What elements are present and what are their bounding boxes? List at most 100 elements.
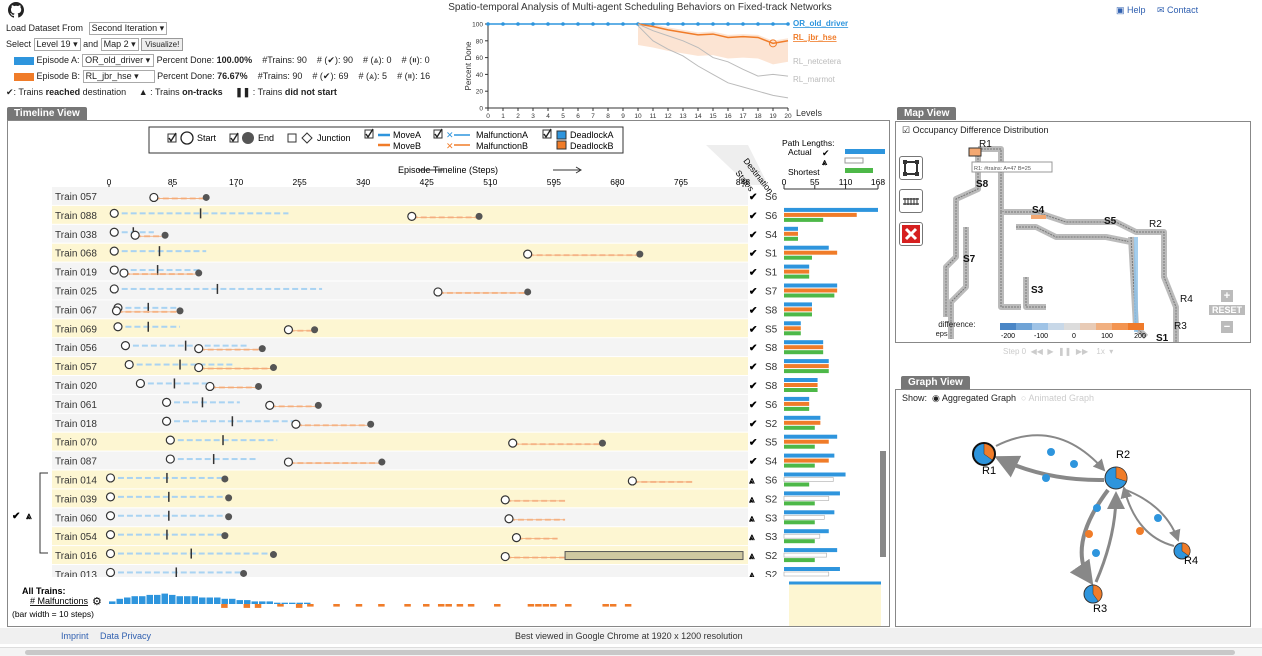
imprint-link[interactable]: Imprint <box>61 631 89 641</box>
train-row[interactable]: Train 014 ⩓ S6 <box>52 470 846 489</box>
destination-label: S5 <box>765 324 778 335</box>
select-region-button[interactable] <box>899 156 923 180</box>
track-outer <box>1128 236 1149 340</box>
zoom-out-button[interactable]: − <box>1221 321 1233 333</box>
visualize-button[interactable]: Visualize! <box>141 38 184 51</box>
start-marker <box>161 397 172 407</box>
check-icon: ✔ <box>749 343 757 354</box>
train-row[interactable]: Train 087 ✔ S4 <box>52 451 835 470</box>
malfunction-bar-a <box>214 597 221 604</box>
play-icon[interactable]: ▶ <box>1045 347 1054 356</box>
end-marker <box>636 250 644 258</box>
actual-b-outline <box>783 571 830 577</box>
end-marker <box>367 420 375 428</box>
malfunction-bar-a <box>221 598 228 604</box>
destination-label: S1 <box>765 249 778 260</box>
aggregated-radio[interactable]: ◉ <box>929 393 940 403</box>
track-outer <box>978 146 1179 342</box>
check-icon: ✔ <box>749 286 757 297</box>
malfunction-bar-b <box>602 604 609 607</box>
train-row[interactable]: Train 056 ✔ S8 <box>52 338 824 357</box>
reset-button[interactable]: RESET <box>1209 305 1246 315</box>
episode-algo-select[interactable]: OR_old_driver ▾ <box>82 54 155 67</box>
track-rail <box>1016 226 1132 243</box>
speed-select[interactable]: 1x <box>1096 347 1105 356</box>
actual-a-bar <box>784 472 846 477</box>
train-row[interactable]: Train 025 ✔ S7 <box>52 281 838 300</box>
check-icon: ✔ <box>12 511 20 522</box>
map-select[interactable]: Map 2 ▾ <box>100 38 139 51</box>
actual-b-bar <box>784 439 829 444</box>
destination-label: S1 <box>765 268 778 279</box>
malfunction-bar-a <box>296 602 303 604</box>
train-row[interactable]: Train 067 ✔ S8 <box>52 300 812 319</box>
dataset-select[interactable]: Second Iteration ▾ <box>88 22 168 35</box>
check-icon: ✔ <box>749 419 757 430</box>
zoom-in-button[interactable]: + <box>1221 290 1233 302</box>
map-canvas[interactable]: R1: #trains: A=47 B=25 R1 S8 S4 S5 R2 S7 S3 R4 R3… <box>936 127 1236 342</box>
occupancy-gradient <box>1080 323 1096 330</box>
actual-a-bar <box>784 321 801 326</box>
timeline-tick-label: 255 <box>293 177 307 187</box>
level-select[interactable]: Level 19 ▾ <box>33 38 81 51</box>
help-link[interactable]: ▣ Help <box>1116 5 1146 15</box>
train-row[interactable]: Train 019 ✔ S1 <box>52 262 810 281</box>
pause-button-icon[interactable]: ❚❚ <box>1055 347 1072 356</box>
actual-a-bar <box>784 491 840 496</box>
animated-radio[interactable]: ○ <box>1018 393 1027 403</box>
graph-mode-row: Show: ◉ Aggregated Graph ○ Animated Grap… <box>902 393 1094 403</box>
start-marker-b <box>111 306 122 316</box>
track-rail <box>978 148 1177 342</box>
series-point <box>741 22 745 26</box>
start-marker <box>109 284 119 294</box>
data-privacy-link[interactable]: Data Privacy <box>100 631 152 641</box>
train-row[interactable]: Train 054 ⩓ S3 <box>52 527 829 546</box>
malfunction-bar-a <box>281 602 288 604</box>
train-row[interactable]: Train 057 ✔ S8 <box>52 357 829 375</box>
check-icon <box>434 128 443 139</box>
train-row[interactable]: Train 020 ✔ S8 <box>52 376 818 394</box>
train-row[interactable]: Train 088 ✔ S6 <box>52 205 878 224</box>
scrollbar-thumb[interactable] <box>25 650 1235 655</box>
clear-selection-button[interactable] <box>899 222 923 246</box>
occupancy-toggle[interactable]: ☑ Occupancy Difference Distribution <box>902 125 1049 135</box>
series-point <box>666 22 670 26</box>
actual-b-swatch <box>844 157 864 164</box>
start-marker <box>113 322 123 332</box>
edge-flow-node <box>1070 460 1078 468</box>
contact-link[interactable]: ✉ Contact <box>1157 5 1199 15</box>
step-back-icon[interactable]: ◀◀ <box>1028 347 1043 356</box>
done-count: # (✔): 69 <box>312 71 349 81</box>
edge-flow-node <box>1093 504 1101 512</box>
occupancy-tick: -200 <box>1001 333 1015 340</box>
track-filter-button[interactable] <box>899 189 923 213</box>
episode-algo-select[interactable]: RL_jbr_hse ▾ <box>82 70 155 83</box>
step-forward-icon[interactable]: ▶▶ <box>1073 347 1089 356</box>
graph-canvas[interactable]: R1 R2 R3 R4 <box>896 406 1250 626</box>
destination-label: S5 <box>765 438 778 449</box>
shortest-bar <box>784 444 815 449</box>
check-icon <box>230 132 239 143</box>
train-row[interactable]: Train 016 ⩓ S2 <box>52 546 838 564</box>
malfunction-bar-a <box>236 600 243 604</box>
github-icon[interactable] <box>8 2 24 18</box>
train-row[interactable]: Train 018 ✔ S2 <box>52 413 821 432</box>
train-row[interactable]: Train 039 ⩓ S2 <box>52 489 840 508</box>
check-icon: ✔ <box>749 457 757 468</box>
train-row[interactable]: Train 069 ✔ S5 <box>52 319 801 338</box>
occupancy-gradient <box>1016 323 1032 330</box>
ontrack-icon: ⩓ <box>748 513 755 524</box>
train-row[interactable]: Train 060 ⩓ S3 <box>52 508 835 527</box>
train-row[interactable]: Train 068 ✔ S1 <box>52 243 838 262</box>
train-row[interactable]: Train 070 ✔ S5 <box>52 432 838 451</box>
timeline-tick-label: 170 <box>229 177 243 187</box>
row-background <box>52 300 748 319</box>
train-row[interactable]: Train 038 ✔ S4 <box>52 224 798 243</box>
actual-a-swatch <box>845 149 885 154</box>
horizontal-scrollbar[interactable] <box>0 647 1262 656</box>
start-marker-b <box>194 362 204 373</box>
train-row[interactable]: Train 061 ✔ S6 <box>52 394 810 413</box>
checkbox-icon[interactable]: ☑ <box>902 125 911 135</box>
train-row[interactable]: Train 057 ✔ S6 <box>52 187 778 205</box>
node-label: R2 <box>1116 449 1130 461</box>
